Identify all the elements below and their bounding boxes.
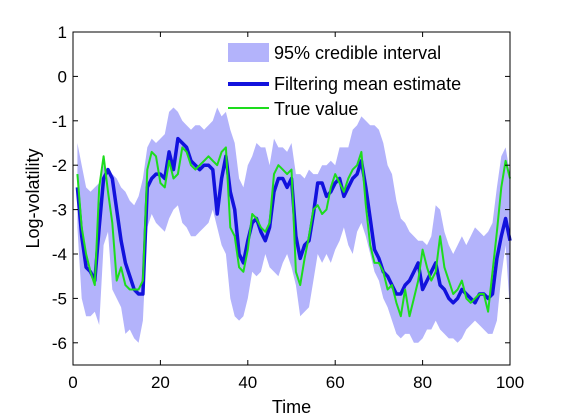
legend-label-filtering-mean: Filtering mean estimate <box>274 74 461 94</box>
y-tick-label: -3 <box>52 201 67 220</box>
legend-label-credible-interval: 95% credible interval <box>274 43 441 63</box>
x-tick-label: 0 <box>68 373 77 392</box>
x-tick-label: 40 <box>238 373 257 392</box>
y-tick-label: 0 <box>58 67 67 86</box>
axis-ticks: 0 20 40 60 80 100 1 0 -1 -2 -3 -4 -5 -6 <box>52 23 524 392</box>
y-tick-label: 1 <box>58 23 67 42</box>
true-value-line <box>76 146 511 318</box>
x-tick-label: 60 <box>326 373 345 392</box>
y-tick-label: -4 <box>52 245 67 264</box>
legend: 95% credible interval Filtering mean est… <box>228 43 461 119</box>
legend-swatch-credible-interval <box>228 43 269 62</box>
x-tick-label: 20 <box>151 373 170 392</box>
plot-area <box>75 107 512 343</box>
x-tick-label: 80 <box>413 373 432 392</box>
y-tick-label: -1 <box>52 112 67 131</box>
x-axis-title: Time <box>272 397 311 417</box>
axes-box <box>72 31 511 366</box>
y-tick-label: -2 <box>52 156 67 175</box>
legend-label-true-value: True value <box>274 99 358 119</box>
x-tick-label: 100 <box>496 373 524 392</box>
y-axis-title: Log-volatility <box>23 148 43 248</box>
y-tick-label: -6 <box>52 334 67 353</box>
y-tick-label: -5 <box>52 289 67 308</box>
